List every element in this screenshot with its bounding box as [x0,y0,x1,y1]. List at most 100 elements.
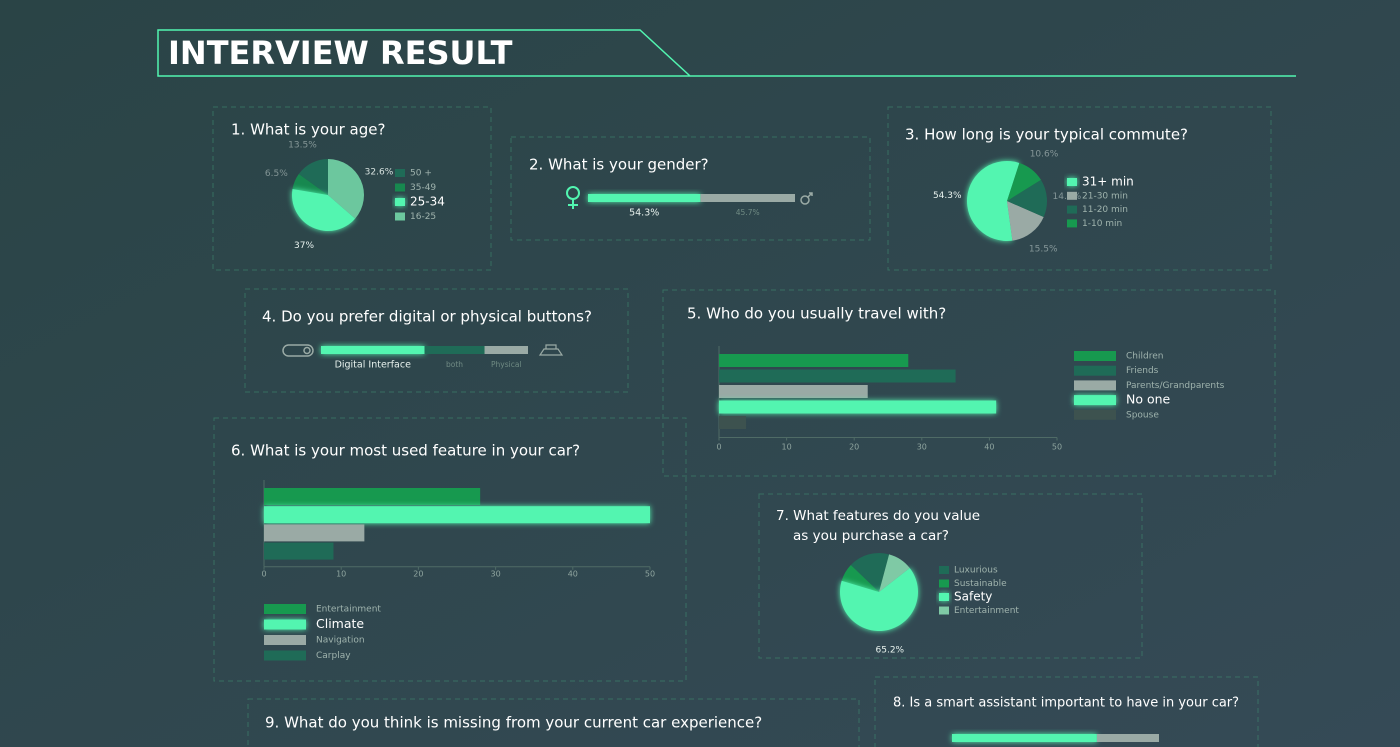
x-tick-label: 30 [917,443,927,452]
female-icon [566,186,580,209]
bar [719,416,747,429]
legend-label: Friends [1126,366,1159,376]
pie-slice [1007,162,1041,201]
legend-label: 31+ min [1082,175,1134,189]
pie-slice [1007,179,1047,217]
card [247,698,860,747]
legend-swatch [939,579,949,588]
card [244,288,629,393]
legend-swatch [264,650,306,661]
bar-segment [588,194,701,202]
legend-label: Carplay [316,651,351,661]
legend-label: Climate [316,616,364,631]
segment-label: 45.7% [736,208,760,217]
button-icon [538,344,564,356]
legend-swatch [939,606,949,615]
legend-label: Parents/Grandparents [1126,381,1225,391]
segment-label: 54.3% [629,208,659,219]
x-tick-label: 40 [568,570,578,579]
value-label: 13.5% [288,141,317,151]
legend-swatch [1074,365,1116,376]
chart-title: 7. What features do you value [776,508,980,524]
pie-slice [1007,201,1044,241]
bar [264,488,481,505]
legend-swatch [264,604,306,614]
toggle-icon [282,344,314,357]
legend-label: No one [1126,392,1171,407]
x-tick-label: 20 [849,443,859,452]
page-title: INTERVIEW RESULT [168,34,513,72]
legend-label: 11-20 min [1082,205,1128,215]
pie-slice [967,161,1020,241]
legend-swatch [395,212,405,221]
legend-label: Spouse [1126,410,1159,420]
x-tick-label: 10 [782,443,792,452]
pie-slice [841,565,879,592]
legend-label: 50 + [410,169,432,179]
legend-label: Luxurious [954,566,998,576]
legend-swatch [1074,380,1116,391]
chart-title: 5. Who do you usually travel with? [687,305,946,323]
legend-swatch [939,566,949,574]
legend-swatch [1067,191,1077,200]
segment-label: Digital Interface [335,360,412,371]
chart-title: 3. How long is your typical commute? [905,126,1188,144]
value-label: 32.6% [365,167,394,177]
pie-slice [292,188,356,231]
chart-title: 4. Do you prefer digital or physical but… [262,308,592,326]
value-label: 10.6% [1030,149,1059,159]
x-tick-label: 10 [336,570,346,579]
value-label: 15.5% [1029,244,1058,254]
bar-segment [484,346,528,354]
legend-label: 35-49 [410,183,436,193]
pie-slice [879,554,910,592]
legend-label: Entertainment [316,605,381,615]
legend-swatch [1074,351,1116,361]
chart-title: 8. Is a smart assistant important to hav… [893,696,1239,711]
card [212,106,492,271]
legend-swatch [264,635,306,645]
legend-swatch [395,183,405,192]
bar-segment [321,346,425,354]
legend-swatch [1074,409,1116,420]
card [887,106,1272,271]
chart-title: 1. What is your age? [231,121,385,139]
x-tick-label: 0 [261,570,266,579]
pie-slice [840,568,918,632]
x-tick-label: 50 [645,570,655,579]
bar-segment [1096,734,1159,742]
value-label: 65.2% [876,646,905,656]
legend-label: 1-10 min [1082,219,1122,229]
pie-slice [850,553,890,592]
bar-segment [424,346,485,354]
legend-label: Children [1126,352,1163,362]
chart-title: as you purchase a car? [793,528,949,544]
value-label: 37% [294,241,314,251]
x-tick-label: 50 [1052,443,1062,452]
legend-swatch [939,593,949,601]
pie-slice [328,159,364,219]
male-icon [800,192,813,205]
card [874,676,1259,747]
legend-label: Navigation [316,636,365,646]
card [510,136,871,241]
legend-label: 16-25 [410,212,436,222]
bar [719,400,997,414]
bar [264,524,365,542]
bar-segment [952,734,1097,742]
bar [264,506,650,524]
card [758,493,1143,659]
x-tick-label: 20 [413,570,423,579]
card [662,289,1276,477]
legend-label: Sustainable [954,579,1007,589]
legend-label: Safety [954,590,992,604]
segment-label: Physical [491,360,522,369]
legend-label: 25-34 [410,195,445,209]
legend-label: 21-30 min [1082,191,1128,201]
legend-swatch [264,619,306,630]
legend-swatch [395,198,405,206]
segment-label: both [446,360,463,369]
legend-swatch [1067,205,1077,214]
value-label: 6.5% [265,169,288,179]
